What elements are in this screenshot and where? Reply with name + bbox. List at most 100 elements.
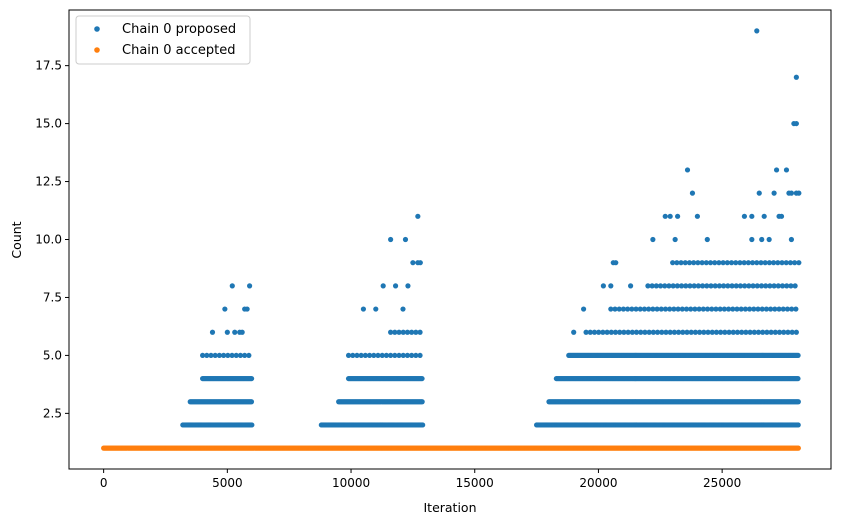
proposed-point	[667, 213, 673, 219]
x-axis: 0 5000 10000 15000 20000 25000	[100, 469, 741, 490]
proposed-point	[675, 213, 681, 219]
proposed-point	[405, 283, 411, 289]
proposed-point	[650, 306, 656, 312]
proposed-point	[733, 260, 739, 266]
proposed-point	[684, 167, 691, 173]
proposed-point	[775, 283, 781, 289]
proposed-point	[726, 329, 732, 335]
legend-label-accepted: Chain 0 accepted	[122, 43, 236, 58]
proposed-point	[400, 306, 406, 312]
y-tick-label: 12.5	[35, 175, 62, 189]
proposed-point	[670, 260, 676, 266]
proposed-point	[703, 260, 709, 266]
proposed-point	[683, 306, 690, 312]
proposed-point	[779, 283, 786, 289]
proposed-point	[672, 236, 678, 243]
proposed-point	[729, 283, 735, 289]
proposed-point	[249, 422, 255, 428]
proposed-point	[776, 213, 782, 219]
proposed-point	[233, 352, 239, 359]
proposed-point	[674, 260, 680, 266]
proposed-point	[666, 283, 672, 289]
proposed-point	[761, 213, 767, 219]
proposed-point	[621, 329, 627, 335]
y-tick-label: 2.5	[43, 406, 62, 420]
proposed-point	[608, 329, 614, 335]
proposed-point	[689, 190, 696, 196]
proposed-point	[754, 283, 760, 289]
proposed-point	[388, 352, 394, 359]
proposed-point	[771, 190, 777, 196]
y-tick-label: 10.0	[35, 233, 62, 247]
proposed-point	[728, 260, 735, 266]
proposed-point	[758, 260, 764, 266]
x-tick-label: 0	[100, 476, 108, 490]
proposed-point	[646, 306, 652, 312]
proposed-point	[680, 329, 686, 335]
proposed-point	[581, 306, 587, 312]
proposed-point	[371, 352, 377, 359]
proposed-point	[747, 329, 753, 335]
proposed-point	[638, 329, 644, 335]
proposed-point	[625, 306, 631, 312]
proposed-point	[392, 352, 398, 359]
proposed-point	[783, 260, 789, 266]
proposed-point	[766, 260, 773, 266]
proposed-point	[678, 283, 685, 289]
proposed-point	[617, 329, 623, 335]
proposed-point	[764, 329, 770, 335]
proposed-point	[712, 283, 718, 289]
proposed-point	[716, 283, 723, 289]
proposed-point	[216, 352, 223, 359]
proposed-point	[646, 329, 652, 335]
proposed-point	[708, 283, 714, 289]
proposed-point	[229, 352, 235, 359]
legend-marker-accepted	[94, 47, 100, 53]
proposed-point	[694, 213, 701, 219]
proposed-point	[709, 329, 715, 335]
proposed-point	[419, 375, 425, 382]
y-tick-label: 7.5	[43, 290, 62, 304]
proposed-point	[212, 352, 218, 359]
proposed-point	[771, 260, 777, 266]
y-tick-label: 5.0	[43, 348, 62, 362]
proposed-point	[654, 306, 660, 312]
y-tick-label: 15.0	[35, 117, 62, 131]
proposed-point	[763, 283, 769, 289]
proposed-point	[751, 306, 757, 312]
proposed-point	[396, 352, 402, 359]
proposed-point	[616, 306, 622, 312]
proposed-point	[613, 260, 619, 266]
proposed-point	[420, 422, 426, 428]
proposed-point	[659, 329, 665, 335]
proposed-point	[758, 283, 765, 289]
proposed-point	[662, 213, 668, 219]
proposed-point	[675, 306, 681, 312]
proposed-point	[248, 399, 255, 405]
proposed-point	[209, 329, 216, 335]
proposed-point	[737, 260, 743, 266]
proposed-point	[779, 260, 785, 266]
proposed-point	[743, 329, 749, 335]
proposed-point	[754, 28, 760, 34]
proposed-point	[772, 306, 778, 312]
proposed-point	[759, 236, 765, 243]
proposed-point	[682, 260, 688, 266]
proposed-point	[776, 329, 783, 335]
proposed-point	[350, 352, 356, 359]
proposed-point	[792, 260, 798, 266]
proposed-point	[795, 399, 801, 405]
proposed-point	[737, 283, 744, 289]
proposed-point	[750, 283, 756, 289]
proposed-point	[415, 213, 421, 219]
legend-label-proposed: Chain 0 proposed	[122, 22, 236, 37]
proposed-point	[724, 260, 730, 266]
proposed-point	[738, 306, 744, 312]
proposed-point	[713, 329, 720, 335]
proposed-point	[248, 375, 255, 382]
x-tick-label: 20000	[579, 476, 617, 490]
proposed-point	[688, 329, 694, 335]
proposed-point	[741, 213, 748, 219]
proposed-point	[704, 283, 710, 289]
proposed-point	[653, 283, 659, 289]
